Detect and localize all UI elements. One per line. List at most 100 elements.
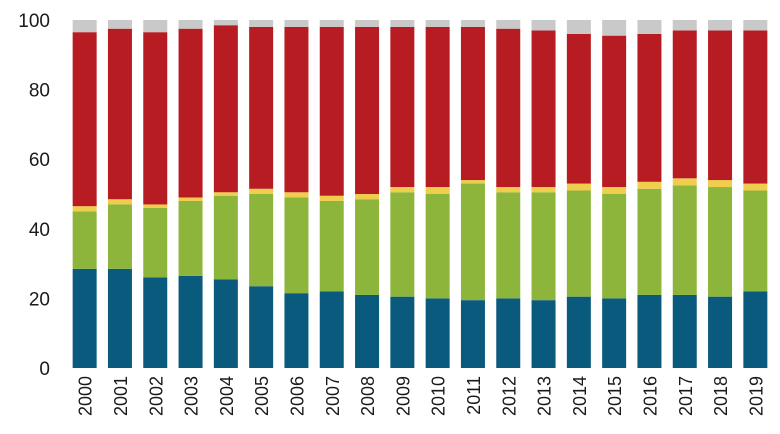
x-tick-label: 2006 [287, 376, 307, 416]
y-axis: 0 20 40 60 80 100 [18, 11, 50, 380]
bar-segment [460, 26, 485, 181]
x-tick-label: 2002 [146, 376, 166, 416]
bar-segment [672, 20, 697, 31]
bar-segment [390, 187, 415, 193]
x-tick-label: 2010 [429, 376, 449, 416]
bar-segment [425, 298, 450, 368]
bar-segment [72, 206, 97, 212]
x-tick-label: 2012 [499, 376, 519, 416]
x-tick-label: 2018 [711, 376, 731, 416]
bar-segment [107, 199, 132, 205]
bar-segment [708, 30, 733, 181]
bar-segment [390, 20, 415, 27]
bar-segment [708, 20, 733, 31]
bar-segment [460, 180, 485, 184]
x-axis: 2000 2001 2002 2003 2004 2005 2006 2007 2008 2009… [76, 376, 767, 416]
bar-segment [143, 20, 168, 33]
bar-segment [284, 26, 309, 193]
bar-segment [249, 188, 274, 194]
x-tick-label: 2016 [640, 376, 660, 416]
bar-segment [743, 190, 768, 292]
bar-segment [708, 187, 733, 297]
bar-segment [460, 20, 485, 27]
bar-segment [319, 26, 344, 196]
x-tick-label: 2008 [358, 376, 378, 416]
bar-segment [178, 275, 203, 368]
bar-segment [672, 30, 697, 179]
bar-segment [178, 28, 203, 198]
bar-segment [319, 200, 344, 292]
bar-segment [143, 32, 168, 205]
x-tick-label: 2000 [76, 376, 96, 416]
bar-segment [496, 298, 521, 368]
bar-segment [355, 194, 380, 200]
bar-segment [637, 33, 662, 182]
bar-segment [566, 183, 591, 191]
y-tick-label: 0 [39, 359, 50, 380]
bar-segment [708, 296, 733, 368]
bar-segment [284, 293, 309, 368]
bar-segment [355, 20, 380, 27]
bar-segment [249, 286, 274, 368]
bar-segment [637, 181, 662, 189]
bar-segment [107, 28, 132, 200]
bar-segment [213, 195, 238, 280]
x-tick-label: 2011 [464, 376, 484, 415]
bar-segment [213, 192, 238, 196]
bar-segment [602, 298, 627, 368]
bar-segment [284, 20, 309, 27]
bar-segment [743, 291, 768, 368]
x-tick-label: 2007 [323, 376, 343, 416]
x-tick-label: 2019 [746, 376, 766, 416]
bar-segment [460, 300, 485, 368]
bar-segment [531, 300, 556, 368]
y-tick-label: 100 [18, 11, 50, 32]
x-tick-label: 2003 [182, 376, 202, 416]
bar-segment [213, 20, 238, 26]
bar-segment [319, 291, 344, 368]
bar-segment [672, 178, 697, 186]
y-tick-label: 40 [29, 220, 50, 241]
bar-segment [213, 279, 238, 368]
bar-segment [602, 20, 627, 36]
x-tick-label: 2017 [676, 376, 696, 416]
bar-segment [496, 28, 521, 188]
bar-segment [178, 200, 203, 276]
bar-segment [72, 211, 97, 269]
bar-segment [72, 32, 97, 207]
bar-segment [602, 35, 627, 188]
bar-segment [637, 294, 662, 368]
x-tick-label: 2005 [252, 376, 272, 416]
bar-segment [249, 194, 274, 287]
bar-segment [355, 294, 380, 368]
bar-segment [355, 26, 380, 195]
bar-segment [355, 199, 380, 295]
bar-segment [566, 296, 591, 368]
bar-segment [249, 26, 274, 189]
bar-segment [213, 25, 238, 193]
bar-segment [425, 187, 450, 194]
bar-segment [284, 192, 309, 198]
bar-segment [390, 26, 415, 188]
bar-segment [531, 20, 556, 31]
bar-segment [284, 197, 309, 294]
bar-segment [178, 20, 203, 29]
bar-segment [72, 268, 97, 368]
bar-segment [672, 294, 697, 368]
bar-segment [390, 296, 415, 368]
bar-segment [708, 180, 733, 188]
bar-segment [460, 183, 485, 301]
bar-segment [143, 204, 168, 208]
bar-segment [637, 188, 662, 295]
x-tick-label: 2014 [570, 376, 590, 416]
x-tick-label: 2015 [605, 376, 625, 416]
bar-segment [496, 187, 521, 193]
bar-segment [72, 20, 97, 33]
bar-segment [531, 187, 556, 193]
bar-segment [319, 20, 344, 27]
y-tick-label: 60 [29, 150, 50, 171]
bar-segment [566, 20, 591, 34]
bar-segment [249, 20, 274, 27]
bar-segment [496, 192, 521, 299]
